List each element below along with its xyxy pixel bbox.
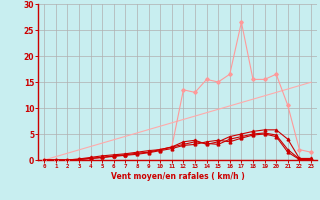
X-axis label: Vent moyen/en rafales ( km/h ): Vent moyen/en rafales ( km/h ) bbox=[111, 172, 244, 181]
